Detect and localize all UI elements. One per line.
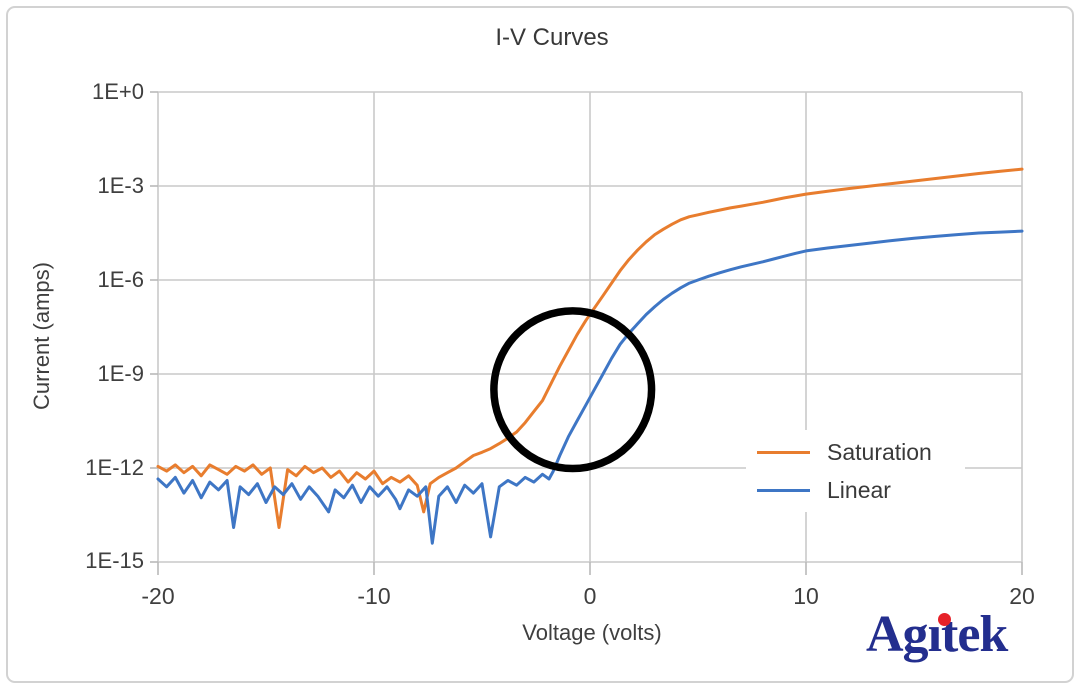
logo-text-part2: tek [941,606,1008,663]
y-axis-title: Current (amps) [29,262,54,410]
series-line-linear [156,229,1024,545]
agitek-logo: Agıtek [866,604,1066,668]
legend-item-saturation: Saturation [746,437,965,467]
chart-title: I-V Curves [495,24,609,51]
chart-frame [6,6,1074,683]
y-tick-label-1e-15: 1E-15 [85,548,144,573]
logo-red-dot-icon [938,613,951,626]
x-axis-title: Voltage (volts) [522,620,662,645]
legend-label-linear: Linear [827,476,891,503]
y-tick-label-1e-3: 1E-3 [97,173,144,198]
threshold-circle-annotation [490,307,656,473]
x-tick-label-n20: -20 [141,583,175,609]
logo-text-part1: Ag [866,606,929,663]
x-tick-label-20: 20 [1009,583,1035,609]
x-tick-label-n10: -10 [357,583,391,609]
y-tick-label-1e-9: 1E-9 [97,360,144,386]
y-tick-label-1e0: 1E+0 [92,79,144,104]
legend-label-saturation: Saturation [827,438,932,465]
legend-swatch-linear-icon [757,488,810,492]
legend: Saturation Linear [746,430,965,512]
x-tick-label-0: 0 [583,583,597,609]
legend-swatch-saturation-icon [757,450,810,454]
y-tick-label-1e-12: 1E-12 [85,454,144,480]
y-tick-label-1e-6: 1E-6 [97,267,144,292]
legend-item-linear: Linear [746,475,965,505]
x-tick-label-10: 10 [793,583,819,609]
